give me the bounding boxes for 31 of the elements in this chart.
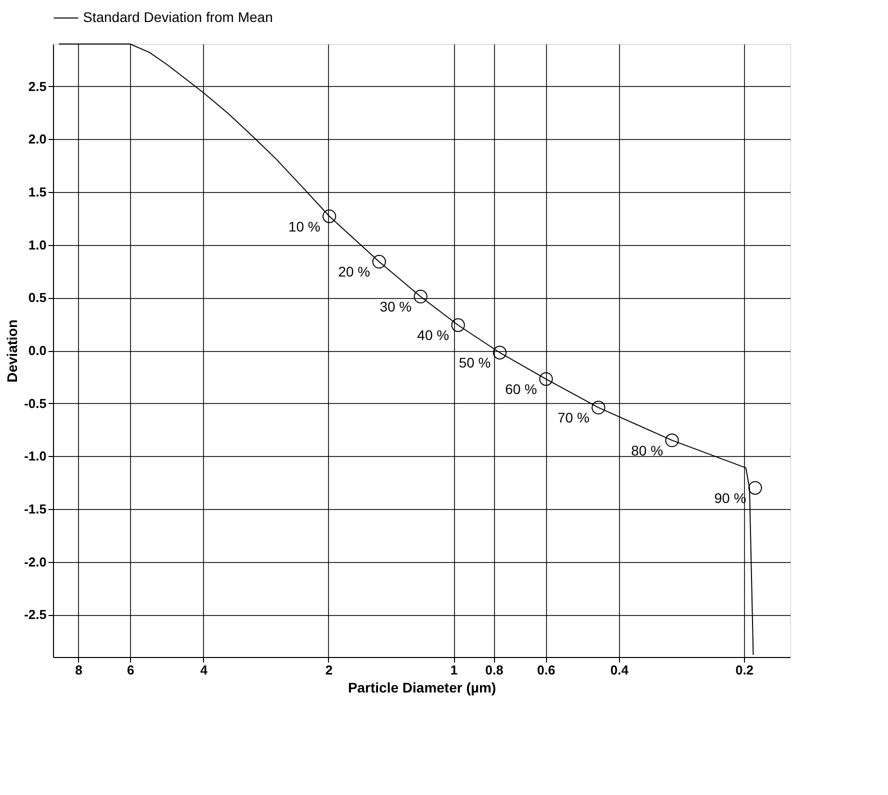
x-tick-label: 1 [450, 662, 458, 678]
x-tick-label: 4 [200, 662, 208, 678]
y-tick-label: 0.0 [28, 343, 46, 358]
y-tick-label: -1.5 [24, 502, 46, 517]
annotation: 10 % [288, 218, 320, 234]
x-tick-label: 0.2 [735, 662, 754, 678]
annotation: 30 % [380, 298, 412, 315]
x-axis-title: Particle Diameter (µm) [348, 680, 496, 696]
y-tick-label: -1.0 [24, 448, 46, 464]
annotation: 20 % [338, 264, 370, 280]
y-tick-label: 2.5 [28, 78, 46, 94]
x-tick-label: 2 [325, 662, 333, 678]
y-tick-label: 2.0 [28, 132, 46, 147]
annotation: 40 % [417, 327, 450, 344]
y-tick-label: 1.5 [28, 184, 46, 200]
annotation: 80 % [631, 442, 664, 458]
x-tick-label: 6 [127, 662, 134, 678]
annotation: 50 % [458, 354, 491, 371]
legend-label: Standard Deviation from Mean [83, 9, 273, 25]
y-tick-label: 1.0 [28, 237, 46, 252]
annotation: 70 % [558, 410, 590, 426]
x-tick-label: 0.8 [485, 662, 504, 678]
x-tick-label: 0.6 [537, 662, 556, 678]
annotation: 60 % [505, 381, 538, 398]
y-tick-label: -0.5 [24, 396, 46, 411]
y-tick-label: 0.5 [28, 290, 46, 306]
y-tick-label: -2.0 [24, 554, 46, 570]
x-tick-label: 0.4 [610, 662, 630, 678]
y-tick-label: -2.5 [24, 607, 46, 622]
x-tick-label: 8 [75, 662, 82, 678]
y-axis-title: Deviation [4, 319, 20, 383]
